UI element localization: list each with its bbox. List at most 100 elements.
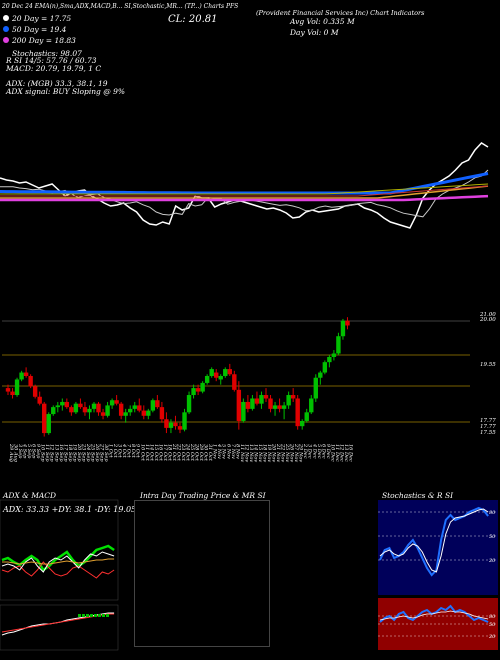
date-tick-label: 5 Nov	[221, 444, 227, 459]
candle-body	[322, 362, 328, 373]
adx-line	[2, 558, 115, 565]
date-tick-label: 30 Oct	[203, 444, 209, 462]
candle-body	[100, 412, 106, 416]
candle-body	[318, 372, 323, 378]
date-tick-label: 1 Oct	[108, 444, 114, 459]
macd-label: MACD: 20.79, 19.79, 1 C	[6, 64, 102, 73]
candle-body	[336, 336, 341, 354]
date-tick-label: 15 Nov	[257, 444, 263, 462]
intraday-box	[134, 500, 270, 647]
date-tick-label: 21 Oct	[171, 443, 177, 462]
candle-body	[42, 403, 47, 434]
intraday-title: Intra Day Trading Price & MR SI	[140, 491, 266, 500]
date-tick-label: 6 Sep	[31, 444, 37, 459]
macd-hist-bar	[102, 614, 105, 617]
date-tick-label: 1 Nov	[212, 444, 218, 459]
date-tick-label: 18 Nov	[261, 444, 267, 462]
date-tick-label: 25 Sep	[89, 443, 95, 462]
ema50-label: 50 Day = 19.4	[12, 25, 67, 34]
date-tick-label: 30 Sep	[103, 444, 109, 462]
candle-body	[105, 405, 110, 416]
date-tick-label: 16 Oct	[157, 444, 163, 462]
candle-body	[345, 320, 350, 326]
date-tick-label: 3 Sep	[17, 444, 23, 459]
header-line: 20 Dec 24 EMA(n),Sma,ADX,MACD,B... SI,St…	[2, 3, 239, 10]
candle-body	[259, 395, 264, 404]
candle-body	[241, 401, 246, 421]
candle-body	[146, 410, 151, 416]
date-tick-label: 5 Sep	[26, 444, 32, 459]
candle-body	[168, 422, 174, 428]
candle-body	[14, 379, 20, 396]
price-tick-label: 20.00	[479, 317, 496, 323]
ema20-legend-dot	[3, 15, 9, 21]
date-tick-label: 9 Oct	[135, 444, 141, 459]
date-tick-label: 4 Sep	[22, 443, 28, 459]
candle-body	[254, 398, 260, 404]
day-vol-label: Day Vol: 0 M	[290, 28, 339, 37]
stoch-box	[378, 500, 498, 595]
date-tick-label: 16 Sep	[58, 444, 64, 462]
adx-panel	[0, 499, 119, 651]
candle-body	[263, 395, 269, 399]
date-tick-label: 12 Dec	[338, 444, 344, 462]
date-tick-label: 29 Nov	[298, 443, 304, 462]
date-tick-label: 29 Aug	[8, 443, 14, 462]
candle-body	[28, 376, 33, 387]
candle-body	[173, 422, 178, 427]
date-tick-label: 6 Dec	[320, 444, 326, 459]
candle-body	[51, 407, 56, 415]
candle-body	[195, 388, 201, 392]
adx-box	[0, 499, 119, 601]
candle-body	[327, 356, 332, 363]
date-tick-label: 11 Sep	[44, 444, 50, 462]
date-tick-label: 3 Oct	[117, 444, 123, 459]
date-tick-label: 11 Nov	[239, 444, 245, 462]
date-tick-label: 29 Oct	[198, 443, 204, 462]
candle-body	[46, 414, 51, 434]
candle-body	[78, 403, 83, 408]
macd-hist-bar	[82, 614, 85, 617]
candle-body	[236, 389, 242, 421]
macd-hist-bar	[106, 614, 109, 617]
candle-body	[159, 407, 165, 420]
candle-body	[55, 405, 60, 408]
candle-body	[60, 401, 65, 406]
candle-body	[300, 420, 305, 427]
date-tick-label: 17 Oct	[162, 444, 168, 462]
adx-line	[1, 551, 115, 573]
date-tick-label: 21 Nov	[275, 443, 281, 462]
price-tick-label: 21.00	[479, 312, 496, 318]
date-tick-label: 23 Sep	[80, 443, 86, 462]
candle-body	[177, 426, 183, 430]
candle-body	[23, 372, 29, 376]
close-label: CL: 20.81	[168, 14, 218, 25]
date-tick-label: 25 Oct	[189, 443, 195, 462]
date-tick-label: 19 Nov	[266, 444, 272, 462]
date-tick-label: 22 Oct	[175, 443, 181, 462]
date-tick-label: 4 Nov	[216, 443, 222, 459]
date-tick-label: 10 Dec	[329, 444, 335, 462]
candle-body	[340, 320, 346, 337]
rsi-line	[379, 604, 489, 623]
date-tick-label: 2 Oct	[112, 443, 118, 459]
date-tick-label: 4 Oct	[121, 443, 127, 459]
stoch-panel: 80 50 20 80 50 20	[378, 500, 498, 650]
date-tick-label: 26 Nov	[289, 443, 295, 462]
date-tick-label: 12 Nov	[243, 444, 249, 462]
date-tick-label: 13 Dec	[343, 444, 349, 462]
candle-body	[232, 374, 237, 390]
candle-body	[96, 403, 101, 413]
date-tick-label: 19 Sep	[71, 444, 77, 462]
candle-body	[331, 353, 337, 357]
candle-body	[91, 403, 97, 409]
date-tick-label: 16 Dec	[347, 444, 353, 462]
adx-values: ADX: 33.33 +DY: 38.1 -DY: 19.05	[3, 505, 137, 514]
rsi-line	[379, 610, 489, 621]
date-tick-label: 11 Oct	[144, 444, 150, 462]
candle-body	[191, 388, 196, 396]
date-tick-label: 27 Sep	[99, 443, 105, 462]
stoch-line	[379, 508, 489, 573]
date-tick-label: 26 Sep	[94, 443, 100, 462]
